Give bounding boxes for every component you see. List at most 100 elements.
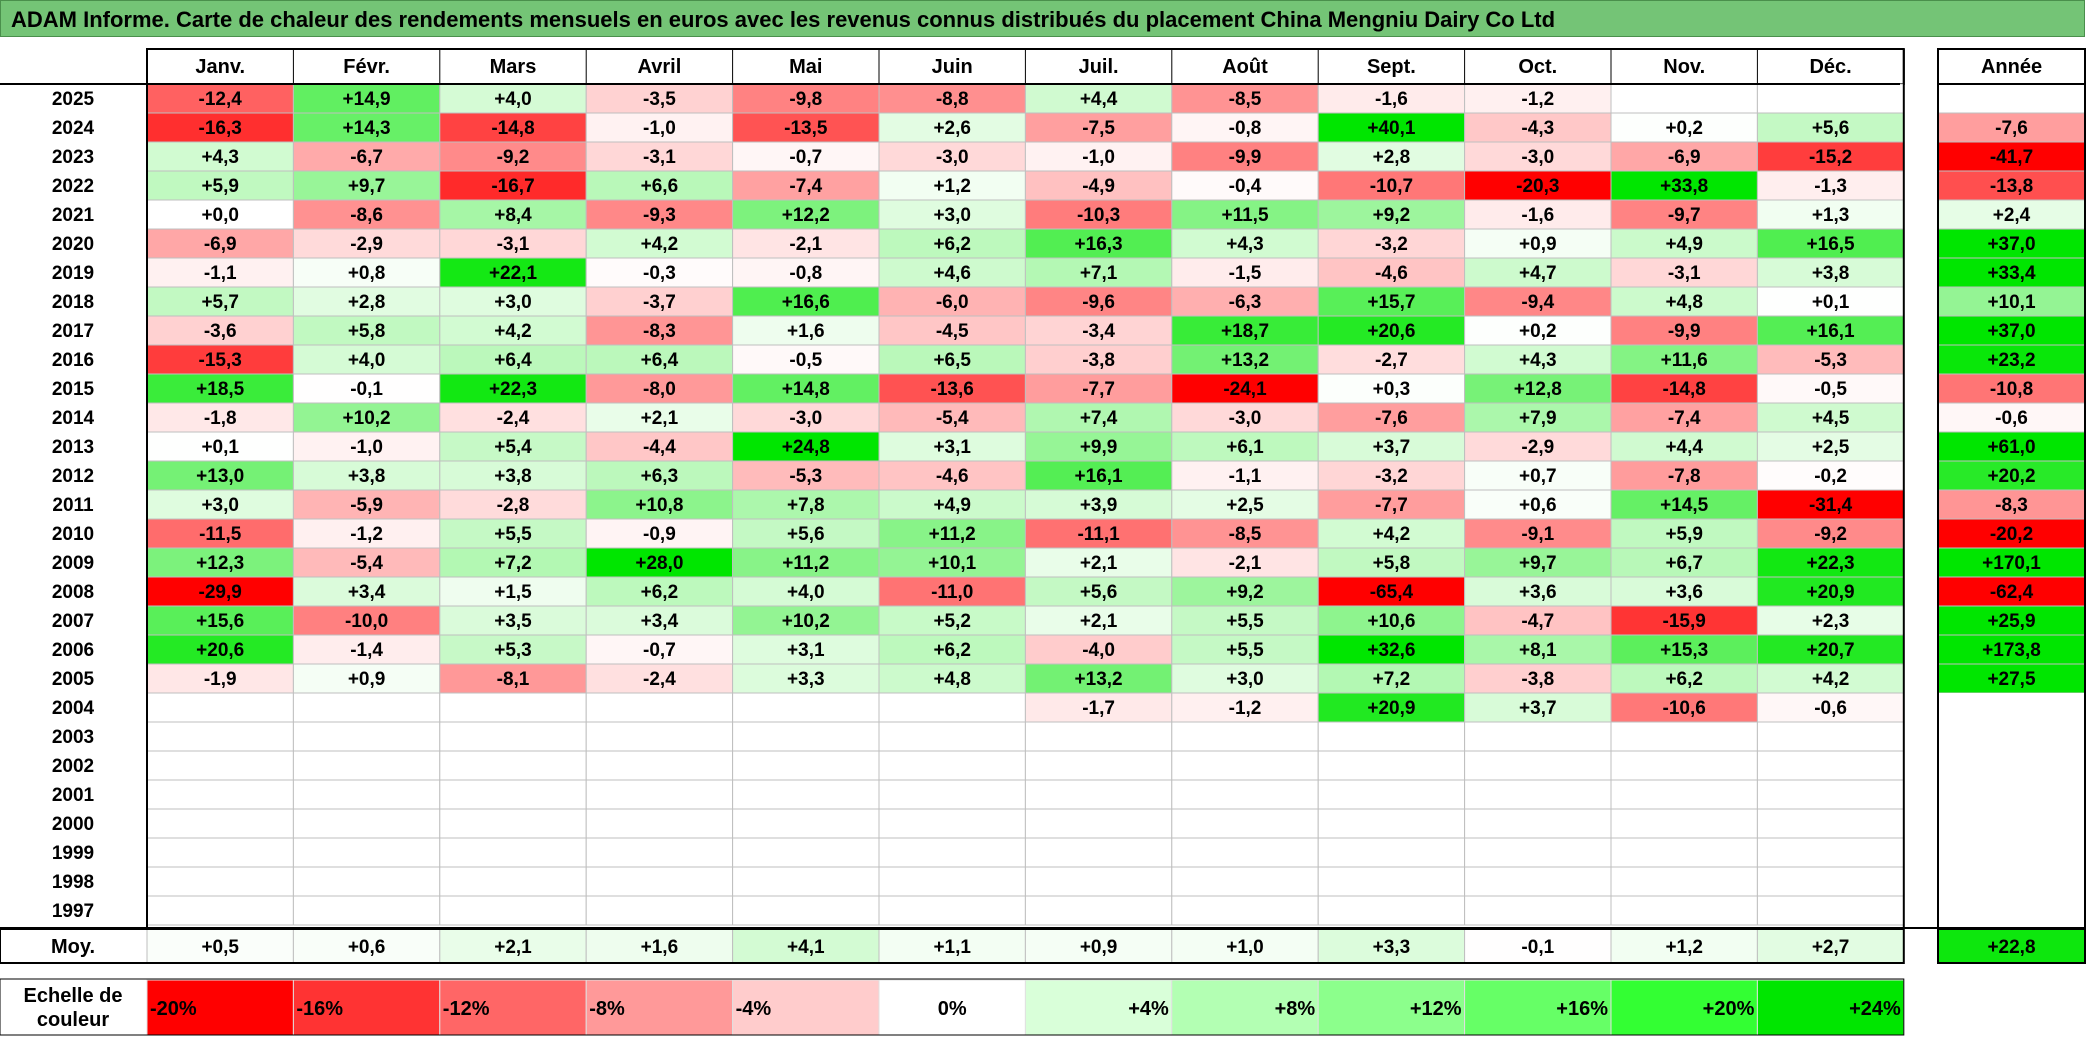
- annual-value: +37,0: [1987, 321, 2035, 342]
- scale-swatch: [878, 979, 1026, 1036]
- annual-value: +37,0: [1987, 234, 2035, 255]
- heatmap-cell: [1024, 808, 1173, 839]
- heatmap-cell: [585, 344, 734, 375]
- heatmap-cell: [439, 895, 587, 926]
- cell-value: +4,2: [494, 321, 532, 342]
- heatmap-cell: [585, 750, 734, 781]
- heatmap-cell: [878, 634, 1026, 665]
- heatmap-cell: [1317, 895, 1466, 926]
- cell-value: -1,1: [204, 263, 237, 284]
- heatmap-cell: [585, 663, 734, 694]
- cell-value: -8,5: [1229, 89, 1262, 110]
- heatmap-cell: [1171, 779, 1319, 810]
- heatmap-cell: [732, 663, 880, 694]
- cell-value: +16,5: [1807, 234, 1856, 255]
- heatmap-cell: [1317, 634, 1466, 665]
- cell-value: +22,1: [489, 263, 538, 284]
- cell-value: +2,5: [1226, 495, 1264, 516]
- cell-value: +10,1: [928, 553, 977, 574]
- cell-value: -4,0: [1082, 640, 1115, 661]
- cell-value: +14,3: [343, 118, 391, 139]
- cell-value: +3,8: [348, 466, 386, 487]
- heatmap-cell: [878, 605, 1026, 636]
- annual-value: +173,8: [1982, 640, 2041, 661]
- cell-value: +6,4: [641, 350, 679, 371]
- cell-value: +15,6: [196, 611, 244, 632]
- heatmap-cell: [1464, 895, 1612, 926]
- heatmap-cell: [585, 866, 734, 897]
- heatmap-cell: [1171, 489, 1319, 520]
- cell-value: +22,3: [489, 379, 537, 400]
- heatmap-cell: [1610, 808, 1758, 839]
- heatmap-cell: [1610, 895, 1758, 926]
- heatmap-cell: [1610, 344, 1758, 375]
- cell-value: +7,8: [787, 495, 825, 516]
- cell-value: -11,5: [199, 524, 242, 545]
- heatmap-cell: [1610, 779, 1758, 810]
- cell-value: +3,0: [1226, 669, 1264, 690]
- heatmap-cell: [1464, 576, 1612, 607]
- heatmap-cell: [878, 895, 1026, 926]
- annual-cell: [1937, 199, 2086, 230]
- year-label: 2009: [52, 553, 94, 574]
- heatmap-cell: [1024, 837, 1173, 868]
- heatmap-cell: [439, 692, 587, 723]
- heatmap-cell: [1610, 402, 1758, 433]
- cell-value: -7,5: [1082, 118, 1115, 139]
- cell-value: -7,8: [1668, 466, 1701, 487]
- cell-value: -5,3: [789, 466, 822, 487]
- average-cell: [1464, 928, 1612, 964]
- heatmap-cell: [1024, 460, 1173, 491]
- heatmap-cell: [1024, 895, 1173, 926]
- heatmap-cell: [1756, 721, 1905, 752]
- cell-value: +3,6: [1519, 582, 1557, 603]
- annual-cell: [1937, 634, 2086, 665]
- heatmap-cell: [439, 112, 587, 143]
- annual-value: -7,6: [1995, 118, 2028, 139]
- cell-value: +0,9: [1519, 234, 1557, 255]
- heatmap-cell: [1756, 750, 1905, 781]
- heatmap-cell: [439, 605, 587, 636]
- cell-value: -9,8: [789, 89, 822, 110]
- cell-value: +3,1: [933, 437, 971, 458]
- cell-value: +14,8: [782, 379, 830, 400]
- heatmap-cell: [585, 721, 734, 752]
- cell-value: +13,0: [196, 466, 244, 487]
- heatmap-cell: [1756, 199, 1905, 230]
- heatmap-cell: [1024, 344, 1173, 375]
- heatmap-cell: [292, 257, 441, 288]
- cell-value: +6,6: [641, 176, 679, 197]
- year-label: 2002: [52, 756, 94, 777]
- heatmap-cell: [146, 547, 294, 578]
- heatmap-cell: [146, 199, 294, 230]
- cell-value: +24,8: [782, 437, 830, 458]
- heatmap-cell: [439, 286, 587, 317]
- cell-value: +3,6: [1665, 582, 1703, 603]
- heatmap-cell: [1756, 576, 1905, 607]
- heatmap-cell: [585, 141, 734, 172]
- heatmap-cell: [1610, 634, 1758, 665]
- heatmap-cell: [878, 460, 1026, 491]
- heatmap-cell: [292, 489, 441, 520]
- heatmap-cell: [1317, 837, 1466, 868]
- heatmap-cell: [1024, 779, 1173, 810]
- cell-value: +5,5: [1226, 611, 1264, 632]
- cell-value: -0,3: [643, 263, 676, 284]
- year-label: 1997: [52, 901, 94, 922]
- heatmap-cell: [732, 489, 880, 520]
- cell-value: +20,9: [1367, 698, 1415, 719]
- cell-value: -9,1: [1521, 524, 1554, 545]
- heatmap-cell: [1756, 634, 1905, 665]
- scale-swatch: [1610, 979, 1758, 1036]
- year-label: 2024: [52, 118, 95, 139]
- year-label: 2007: [52, 611, 94, 632]
- heatmap-cell: [1610, 837, 1758, 868]
- cell-value: +3,0: [201, 495, 239, 516]
- average-label: Moy.: [51, 936, 95, 958]
- heatmap-cell: [1610, 112, 1758, 143]
- cell-value: -3,7: [643, 292, 676, 313]
- heatmap-cell: [1464, 402, 1612, 433]
- cell-value: -6,9: [1668, 147, 1701, 168]
- cell-value: -3,2: [1375, 466, 1408, 487]
- cell-value: -1,0: [1082, 147, 1115, 168]
